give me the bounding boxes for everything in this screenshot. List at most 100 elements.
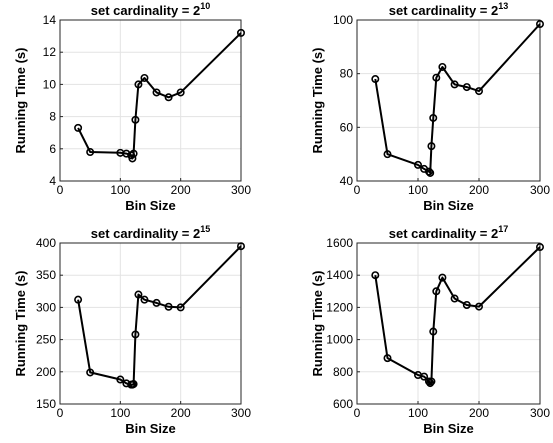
data-point (450, 80, 459, 89)
y-tick-label: 8 (49, 110, 56, 124)
data-point (535, 243, 544, 252)
x-tick-label: 200 (469, 406, 489, 420)
y-axis-label: Running Time (s) (13, 271, 28, 377)
data-point (413, 160, 422, 169)
x-tick-label: 100 (110, 183, 130, 197)
subplot-3: 0 100 200 300 150 200 250 300 350 400 set cardinal… (13, 224, 251, 436)
data-point (116, 375, 125, 384)
x-axis-label: Bin Size (423, 198, 474, 213)
plot-area (357, 243, 540, 404)
y-tick-label: 1600 (326, 236, 353, 250)
y-tick-label: 100 (333, 13, 353, 27)
x-tick-label: 100 (408, 406, 428, 420)
data-point (426, 168, 435, 177)
data-point (152, 298, 161, 307)
axes-box (59, 242, 242, 405)
axes-box (59, 19, 242, 182)
series-line (374, 246, 541, 385)
subplot-2: 0 100 200 300 40 60 80 100 set cardinality = 213… (310, 1, 550, 213)
data-point (164, 93, 173, 102)
title-base: set cardinality = 2 (389, 3, 498, 18)
data-point (383, 150, 392, 159)
data-point (383, 354, 392, 363)
plot-area (357, 20, 540, 181)
x-tick-label: 100 (408, 183, 428, 197)
x-tick-label: 300 (231, 183, 251, 197)
data-point (122, 149, 131, 158)
series-line (77, 32, 242, 160)
data-point (176, 88, 185, 97)
data-point (427, 142, 436, 151)
y-axis-label: Running Time (s) (310, 48, 325, 154)
title-base: set cardinality = 2 (389, 226, 498, 241)
data-point (429, 327, 438, 336)
data-point (237, 28, 246, 37)
data-point (128, 154, 137, 163)
data-point (86, 148, 95, 157)
subplot-4: 0 100 200 300 600 800 1000 1200 1400 1600 set card… (310, 224, 550, 436)
x-tick-label: 100 (110, 406, 130, 420)
y-tick-label: 800 (333, 365, 353, 379)
x-tick-label: 0 (354, 406, 361, 420)
data-point (462, 83, 471, 92)
data-point (131, 330, 140, 339)
y-tick-label: 6 (49, 142, 56, 156)
title-exponent: 10 (200, 1, 210, 11)
data-point (429, 113, 438, 122)
y-tick-label: 60 (340, 120, 354, 134)
data-point (535, 20, 544, 29)
x-tick-label: 300 (231, 406, 251, 420)
series-line (77, 245, 242, 386)
data-point (438, 273, 447, 282)
y-tick-label: 1000 (326, 333, 353, 347)
y-tick-label: 14 (43, 13, 57, 27)
data-point (131, 115, 140, 124)
data-point (129, 380, 138, 389)
subplot-title: set cardinality = 217 (389, 224, 509, 241)
data-point (140, 295, 149, 304)
data-point (432, 287, 441, 296)
data-point (74, 123, 83, 132)
x-axis-label: Bin Size (125, 198, 176, 213)
y-tick-label: 350 (36, 268, 56, 282)
subplot-title: set cardinality = 213 (389, 1, 509, 18)
y-tick-label: 1200 (326, 300, 353, 314)
x-tick-label: 0 (57, 183, 64, 197)
title-exponent: 17 (498, 224, 508, 234)
data-point (164, 302, 173, 311)
title-exponent: 15 (200, 224, 210, 234)
x-axis-label: Bin Size (125, 421, 176, 436)
y-tick-label: 1400 (326, 268, 353, 282)
y-tick-label: 250 (36, 333, 56, 347)
x-axis-label: Bin Size (423, 421, 474, 436)
data-point (86, 368, 95, 377)
data-point (371, 271, 380, 280)
data-point (152, 88, 161, 97)
data-point (432, 73, 441, 82)
x-tick-label: 0 (354, 183, 361, 197)
data-point (140, 73, 149, 82)
data-point (237, 242, 246, 251)
data-point (474, 87, 483, 96)
y-tick-label: 200 (36, 365, 56, 379)
y-tick-label: 4 (49, 174, 56, 188)
y-tick-label: 40 (340, 174, 354, 188)
data-point (427, 377, 436, 386)
x-tick-label: 200 (469, 183, 489, 197)
title-base: set cardinality = 2 (91, 3, 200, 18)
data-point (134, 290, 143, 299)
x-tick-label: 200 (171, 183, 191, 197)
subplot-title: set cardinality = 215 (91, 224, 211, 241)
y-tick-label: 300 (36, 300, 56, 314)
series-line (374, 23, 541, 174)
y-tick-label: 80 (340, 67, 354, 81)
x-tick-label: 0 (57, 406, 64, 420)
plot-area (60, 243, 241, 404)
title-base: set cardinality = 2 (91, 226, 200, 241)
y-tick-label: 12 (43, 45, 57, 59)
title-exponent: 13 (498, 1, 508, 11)
data-point (129, 149, 138, 158)
axes-box (356, 242, 541, 405)
